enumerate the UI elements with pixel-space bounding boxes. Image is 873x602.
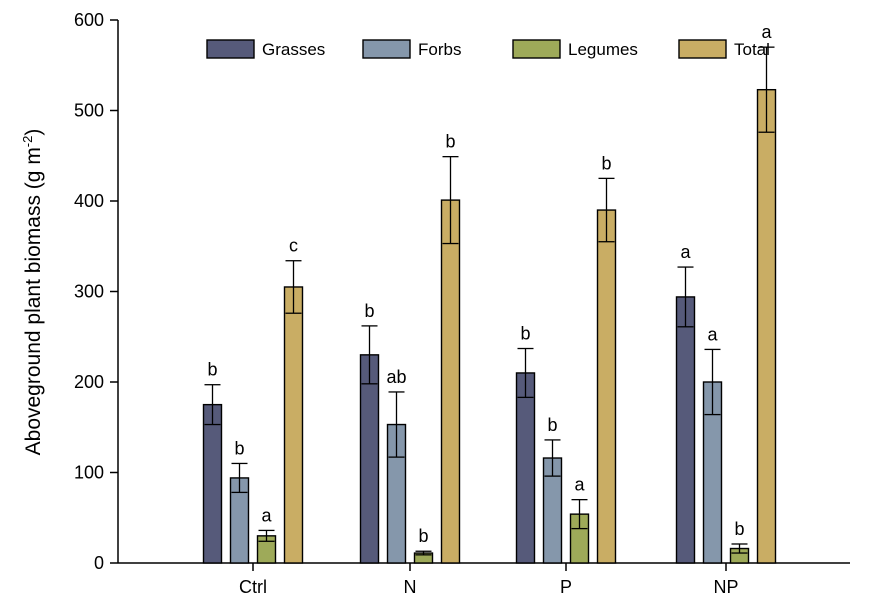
axes <box>117 20 850 564</box>
bar-total-ctrl <box>283 286 304 564</box>
legend-swatch-legumes <box>512 39 561 59</box>
x-ticks: Ctrl N P NP <box>239 563 739 597</box>
x-tick-label: N <box>404 577 417 597</box>
legend-swatch-forbs <box>362 39 411 59</box>
y-tick-label: 200 <box>74 372 104 392</box>
bar-total-p <box>596 209 617 564</box>
significance-letter: b <box>601 153 611 173</box>
significance-letter: b <box>207 360 217 380</box>
bar-grasses-np <box>675 296 696 564</box>
y-axis-title-main: Aboveground plant biomass (g m <box>22 147 45 455</box>
significance-letter: b <box>445 132 455 152</box>
significance-letter: b <box>547 415 557 435</box>
y-tick-label: 300 <box>74 282 104 302</box>
significance-letter: b <box>520 324 530 344</box>
y-axis-title-tail: ) <box>22 129 45 136</box>
significance-letter: b <box>364 301 374 321</box>
legend-label-forbs: Forbs <box>418 40 461 59</box>
y-tick-label: 400 <box>74 191 104 211</box>
significance-letter: b <box>734 519 744 539</box>
significance-letter: a <box>261 505 272 525</box>
x-tick-label: P <box>560 577 572 597</box>
legend-swatch-total <box>678 39 727 59</box>
significance-letter: c <box>289 236 298 256</box>
y-tick-label: 600 <box>74 10 104 30</box>
significance-letter: a <box>680 242 691 262</box>
legend-label-legumes: Legumes <box>568 40 638 59</box>
bar-total-np <box>756 88 777 564</box>
y-tick-label: 500 <box>74 101 104 121</box>
bar-grasses-n <box>359 354 380 564</box>
legend-swatch-grasses <box>206 39 255 59</box>
x-tick-label: Ctrl <box>239 577 267 597</box>
significance-letter: ab <box>386 367 406 387</box>
significance-letter: b <box>418 526 428 546</box>
bar-grasses-ctrl <box>202 403 223 564</box>
y-axis-title-superscript: -2 <box>20 136 35 148</box>
y-tick-label: 100 <box>74 463 104 483</box>
x-tick-label: NP <box>713 577 738 597</box>
y-tick-label: 0 <box>94 553 104 573</box>
significance-letter: a <box>707 324 718 344</box>
y-ticks: 0 100 200 300 400 500 600 <box>74 10 118 573</box>
y-axis-title: Aboveground plant biomass (g m-2) <box>20 129 45 456</box>
significance-letter: a <box>574 475 585 495</box>
legend: Grasses Forbs Legumes Total <box>206 39 770 59</box>
significance-letter: b <box>234 438 244 458</box>
significance-letter: a <box>761 22 772 42</box>
legend-label-grasses: Grasses <box>262 40 325 59</box>
bar-total-n <box>440 199 461 564</box>
bar-grasses-p <box>515 372 536 564</box>
legend-label-total: Total <box>734 40 770 59</box>
